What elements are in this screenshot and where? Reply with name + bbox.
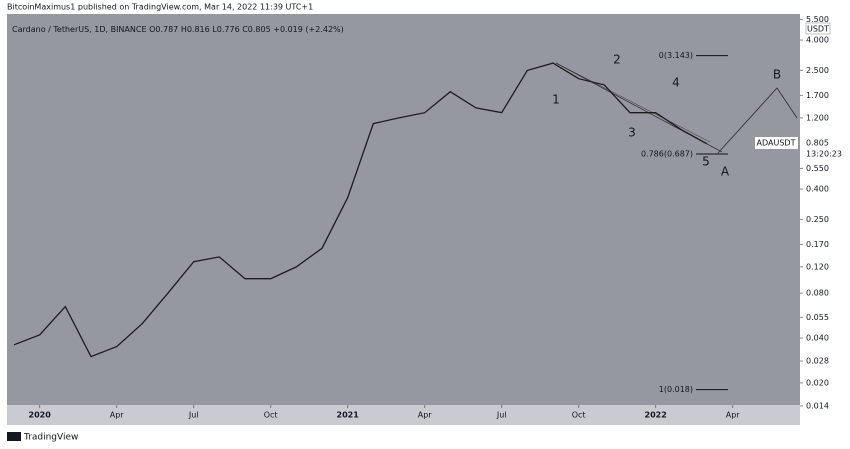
wave-label: 3	[628, 126, 636, 140]
fib-label: 1(0.018)	[659, 385, 693, 394]
price-line	[13, 62, 708, 358]
y-tick-label: 1.700	[806, 91, 829, 100]
y-tick-label: 0.040	[806, 333, 829, 342]
published-note: BitcoinMaximus1 published on TradingView…	[7, 3, 313, 12]
ohlc-key: L	[212, 25, 217, 34]
y-tick-label: 0.028	[806, 357, 829, 366]
x-tick-label: Apr	[726, 411, 741, 420]
wave-label: 5	[702, 155, 710, 169]
footer-brand: TradingView	[23, 433, 78, 443]
fib-label: 0.786(0.687)	[641, 150, 693, 159]
price-tag-countdown: 13:20:23	[806, 150, 842, 159]
ohlc-value: 0.816	[187, 25, 210, 34]
plot-area	[7, 14, 800, 405]
wave-label: A	[721, 165, 730, 179]
legend-text: Cardano / TetherUS, 1D, BINANCE O0.787 H…	[12, 25, 344, 34]
x-tick-label: 2021	[337, 411, 360, 420]
x-tick-label: Apr	[110, 411, 125, 420]
logo-icon	[7, 432, 21, 441]
projection-line	[717, 87, 798, 154]
ohlc-key: O	[149, 25, 155, 34]
x-tick-label: Jul	[188, 411, 199, 420]
wave-label: B	[773, 68, 781, 82]
y-tick-label: 0.170	[806, 240, 829, 249]
symbol: Cardano / TetherUS, 1D, BINANCE	[12, 25, 147, 34]
currency: USDT	[807, 25, 829, 34]
y-tick-label: 1.200	[806, 113, 829, 122]
ohlc-value: 0.776	[217, 25, 240, 34]
ohlc-key: C	[242, 25, 248, 34]
y-tick-label: 0.014	[806, 401, 829, 410]
y-tick-label: 0.055	[806, 313, 829, 322]
y-tick-label: 2.500	[806, 66, 829, 75]
ohlc-key: H	[181, 25, 187, 34]
x-tick-label: 2020	[29, 411, 52, 420]
x-tick-label: Apr	[418, 411, 433, 420]
x-tick-label: Oct	[264, 411, 278, 420]
ohlc-value: 0.805	[248, 25, 271, 34]
x-tick-label: Oct	[572, 411, 586, 420]
y-tick-label: 0.080	[806, 289, 829, 298]
x-tick-label: Jul	[496, 411, 507, 420]
y-tick-label: 0.400	[806, 185, 829, 194]
y-tick-label: 5.500	[806, 15, 829, 24]
channel-line	[555, 62, 711, 143]
y-tick-label: 0.550	[806, 164, 829, 173]
y-tick-label: 0.020	[806, 378, 829, 387]
y-tick-label: 0.250	[806, 215, 829, 224]
x-axis-strip	[7, 405, 800, 425]
price-tag-name-box	[755, 137, 798, 149]
y-tick-label: 0.120	[806, 262, 829, 271]
ohlc-value: 0.787	[155, 25, 178, 34]
wave-label: 2	[613, 53, 621, 67]
x-tick-label: 2022	[645, 411, 667, 420]
currency-box	[805, 22, 831, 35]
fib-label: 0(3.143)	[659, 51, 693, 60]
legend-row: Cardano / TetherUS, 1D, BINANCE O0.787 H…	[12, 25, 344, 34]
y-tick-label: 4.000	[806, 36, 829, 45]
price-tag-value: 0.805	[806, 139, 829, 148]
change: +0.019 (+2.42%)	[273, 25, 344, 34]
wave-label: 4	[672, 76, 680, 90]
y-axis-area	[800, 14, 850, 425]
wave-label: 1	[552, 93, 560, 107]
price-tag-name: ADAUSDT	[757, 139, 796, 148]
